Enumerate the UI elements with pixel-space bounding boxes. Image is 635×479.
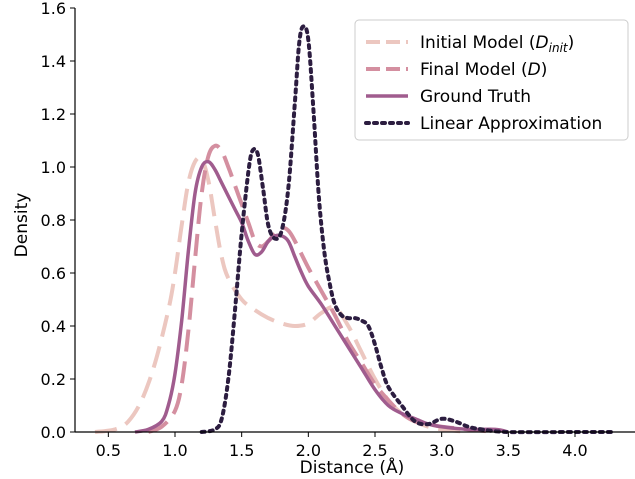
plot-lines: [94, 24, 617, 435]
legend-label-1: Initial Model (Dinit): [420, 33, 574, 55]
y-tick-label: 1.2: [41, 105, 66, 124]
y-tick-label: 1.4: [41, 52, 66, 71]
legend-box: [354, 19, 629, 141]
series-line-1: [94, 155, 469, 434]
y-tick-label: 0.2: [41, 370, 66, 389]
y-tick-label: 0.0: [41, 423, 66, 442]
x-tick-label: 2.0: [296, 441, 321, 460]
y-tick-label: 0.4: [41, 317, 66, 336]
series-line-2: [147, 143, 496, 434]
y-tick-label: 0.6: [41, 264, 66, 283]
x-tick-label: 0.5: [96, 441, 121, 460]
legend: Initial Model (Dinit) Final Model (D) Grou…: [354, 19, 629, 141]
x-tick-label: 1.5: [229, 441, 254, 460]
y-tick-label: 1.0: [41, 158, 66, 177]
y-axis-label: Density: [12, 193, 32, 258]
x-tick-label: 2.5: [362, 441, 387, 460]
series-line-3: [134, 159, 509, 434]
y-tick-label: 0.8: [41, 211, 66, 230]
y-tick-label: 1.6: [41, 0, 66, 18]
x-axis-label: Distance (Å): [300, 456, 405, 478]
series-line-4: [199, 24, 617, 435]
legend-label-2: Final Model (D): [420, 60, 547, 80]
legend-label-3: Ground Truth: [420, 87, 531, 107]
x-tick-label: 4.0: [562, 441, 587, 460]
x-tick-label: 3.5: [496, 441, 521, 460]
x-tick-label: 1.0: [162, 441, 187, 460]
x-tick-label: 3.0: [429, 441, 454, 460]
ticks: 0.5 1.0 1.5 2.0 2.5 3.0 3.5 4.0 0.0 0.2 0.4 0.6 0.8 1…: [41, 0, 588, 460]
legend-label-4: Linear Approximation: [420, 114, 602, 134]
